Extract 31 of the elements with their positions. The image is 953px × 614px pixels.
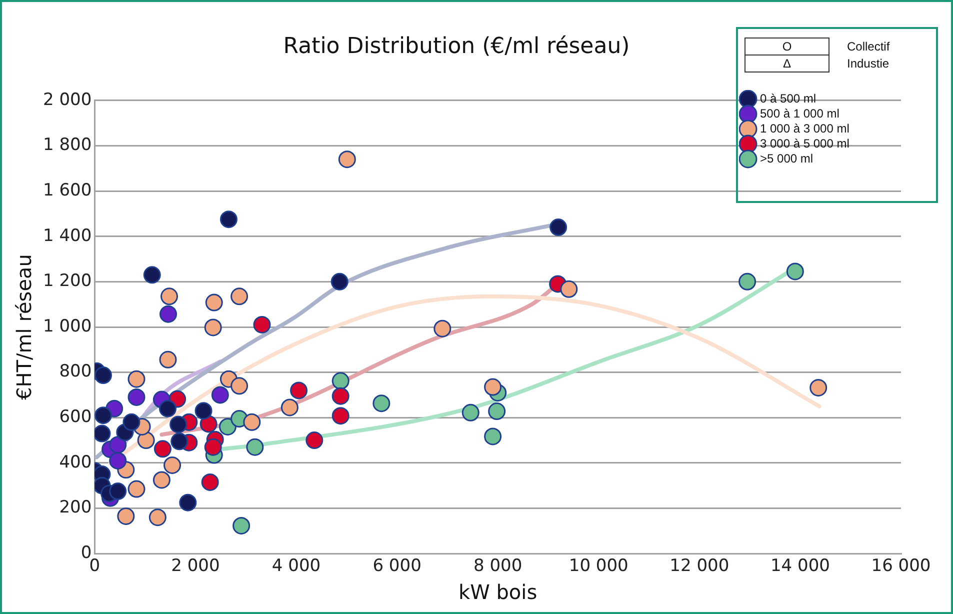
y-tick-label: 1 400 xyxy=(42,226,92,246)
y-tick-label: 400 xyxy=(59,452,92,472)
legend-label: 1 000 à 3 000 ml xyxy=(760,121,850,136)
chart-title: Ratio Distribution (€/ml réseau) xyxy=(283,34,630,59)
text: O xyxy=(782,39,792,54)
y-tick-label: 0 xyxy=(80,543,92,564)
text: Collectif xyxy=(847,39,890,54)
x-tick-label: 8 000 xyxy=(474,556,522,576)
y-tick-label: 200 xyxy=(59,498,92,518)
x-axis-title: kW bois xyxy=(458,580,538,604)
x-tick-label: 16 000 xyxy=(871,556,931,576)
y-tick-label: 600 xyxy=(59,407,92,428)
y-tick-label: 2 000 xyxy=(42,90,92,110)
x-tick-label: 2 000 xyxy=(171,556,220,576)
y-tick-label: 800 xyxy=(59,362,92,382)
y-tick-label: 1 200 xyxy=(42,271,92,292)
legend-label: >5 000 ml xyxy=(760,151,814,166)
y-axis-title: €HT/ml réseau xyxy=(12,254,36,400)
legend-label: 3 000 à 5 000 ml xyxy=(760,136,850,150)
text: Industie xyxy=(847,56,890,70)
x-tick-label: 4 000 xyxy=(272,556,321,576)
x-tick-label: 10 000 xyxy=(568,556,628,576)
x-tick-label: 14 000 xyxy=(770,556,830,576)
text: Δ xyxy=(782,56,792,70)
legend-label: 500 à 1 000 ml xyxy=(760,106,840,120)
y-tick-label: 1 600 xyxy=(42,180,92,200)
x-tick-label: 12 000 xyxy=(670,556,730,576)
y-tick-label: 1 000 xyxy=(42,316,92,336)
x-tick-label: 6 000 xyxy=(372,556,422,576)
y-tick-label: 1 800 xyxy=(42,135,92,156)
legend-label: 0 à 500 ml xyxy=(760,91,816,106)
